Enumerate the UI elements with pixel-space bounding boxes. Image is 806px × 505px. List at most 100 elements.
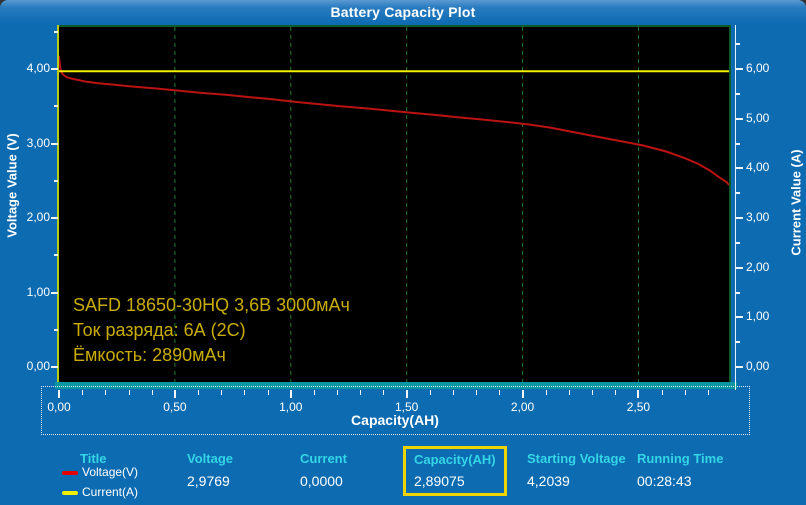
axis-tick — [313, 390, 315, 395]
annotation-line-1: SAFD 18650-30HQ 3,6В 3000мАч — [73, 295, 350, 315]
capacity-value: 2,89075 — [414, 473, 465, 489]
axis-tick — [499, 390, 501, 395]
battery-annotation: SAFD 18650-30HQ 3,6В 3000мАч Ток разряда… — [73, 293, 350, 368]
axis-tick-label: 2,00 — [510, 400, 535, 414]
axis-tick — [151, 390, 153, 395]
axis-tick — [615, 390, 617, 395]
axis-tick — [707, 390, 709, 395]
axis-tick-label: 6,00 — [746, 61, 770, 76]
axis-tick — [736, 167, 743, 170]
left-axis-line — [57, 25, 59, 382]
axis-tick — [54, 328, 58, 331]
legend-header: Title — [80, 451, 107, 466]
axis-tick — [221, 390, 223, 395]
starting-voltage-header: Starting Voltage — [527, 451, 626, 466]
axis-tick-label: 2,00 — [26, 210, 50, 225]
axis-tick — [736, 93, 740, 96]
axis-tick — [51, 67, 58, 70]
axis-tick-label: 2,00 — [746, 259, 770, 274]
axis-tick-label: 0,50 — [163, 400, 187, 414]
right-axis-title: Current Value (A) — [788, 149, 804, 256]
axis-tick-label: 5,00 — [746, 110, 770, 125]
axis-tick — [736, 266, 743, 269]
right-axis-line — [735, 25, 736, 390]
axis-tick — [405, 390, 408, 398]
axis-tick — [54, 30, 58, 33]
current-column-header: Current — [300, 451, 347, 466]
axis-tick — [360, 390, 362, 395]
current-legend-label: Current(A) — [82, 485, 139, 499]
axis-tick — [453, 390, 454, 395]
axis-tick — [58, 390, 60, 398]
voltage-legend-label: Voltage(V) — [82, 465, 139, 479]
axis-tick — [661, 390, 663, 395]
axis-tick — [637, 390, 640, 398]
axis-tick — [684, 390, 686, 395]
axis-tick — [736, 117, 743, 120]
axis-tick-label: 4,00 — [746, 160, 770, 175]
axis-tick — [568, 390, 570, 395]
axis-tick — [476, 390, 478, 395]
plot-canvas — [58, 27, 730, 384]
axis-tick-label: 0,00 — [47, 400, 71, 414]
axis-tick — [54, 179, 58, 182]
current-value: 0,0000 — [300, 473, 343, 489]
axis-tick — [736, 43, 740, 46]
axis-tick — [736, 291, 740, 294]
axis-tick — [198, 390, 200, 395]
axis-tick-label: 3,00 — [26, 135, 50, 150]
axis-tick — [51, 366, 58, 369]
starting-voltage-value: 4,2039 — [527, 473, 570, 489]
axis-tick-label: 1,00 — [26, 284, 50, 299]
plot-area: SAFD 18650-30HQ 3,6В 3000мАч Ток разряда… — [58, 25, 731, 384]
axis-tick — [105, 390, 107, 395]
axis-tick — [128, 390, 130, 395]
axis-tick-label: 1,00 — [746, 309, 770, 324]
annotation-line-2: Ток разряда: 6А (2С) — [73, 320, 246, 340]
axis-tick-label: 2,50 — [626, 400, 651, 414]
axis-tick — [289, 390, 292, 398]
axis-tick-label: 1,50 — [394, 400, 419, 414]
axis-tick-label: 4,00 — [26, 60, 50, 75]
axis-tick — [173, 390, 176, 398]
current-legend-swatch — [62, 491, 78, 495]
axis-tick — [244, 390, 246, 395]
axis-tick — [736, 142, 740, 145]
axis-tick — [383, 390, 385, 395]
running-time-value: 00:28:43 — [637, 473, 692, 489]
axis-tick-label: 1,00 — [279, 400, 303, 414]
status-bar: Title Voltage(V) Current(A) Voltage 2,97… — [0, 440, 806, 505]
annotation-line-3: Ёмкость: 2890мАч — [73, 345, 226, 365]
capacity-chart: SAFD 18650-30HQ 3,6В 3000мАч Ток разряда… — [5, 25, 804, 435]
axis-tick — [51, 291, 58, 294]
axis-tick — [521, 390, 524, 398]
axis-tick — [736, 68, 743, 71]
axis-tick — [51, 217, 58, 220]
title-bar: Battery Capacity Plot — [0, 0, 806, 24]
capacity-highlight-box: Capacity(AH) 2,89075 — [403, 446, 507, 496]
capacity-column-header: Capacity(AH) — [414, 452, 496, 467]
plot-bottom-strip — [55, 382, 737, 389]
running-time-header: Running Time — [637, 451, 724, 466]
voltage-column-header: Voltage — [187, 451, 233, 466]
axis-tick — [736, 217, 743, 220]
axis-tick-label: 3,00 — [746, 210, 770, 225]
voltage-value: 2,9769 — [187, 473, 230, 489]
axis-tick — [82, 390, 84, 395]
axis-tick — [736, 366, 743, 369]
voltage-legend-swatch — [62, 471, 78, 475]
axis-tick — [736, 316, 743, 319]
page-title: Battery Capacity Plot — [330, 4, 476, 20]
x-axis-title: Capacity(AH) — [351, 412, 439, 428]
axis-tick — [54, 105, 58, 108]
axis-tick — [267, 390, 269, 395]
axis-tick — [545, 390, 547, 395]
axis-tick — [736, 192, 740, 195]
x-axis-panel — [41, 386, 750, 435]
axis-tick-label: 0,00 — [746, 359, 770, 374]
axis-tick-label: 0,00 — [26, 359, 50, 374]
axis-tick — [51, 142, 58, 145]
axis-tick — [337, 390, 339, 395]
axis-tick — [429, 390, 431, 395]
